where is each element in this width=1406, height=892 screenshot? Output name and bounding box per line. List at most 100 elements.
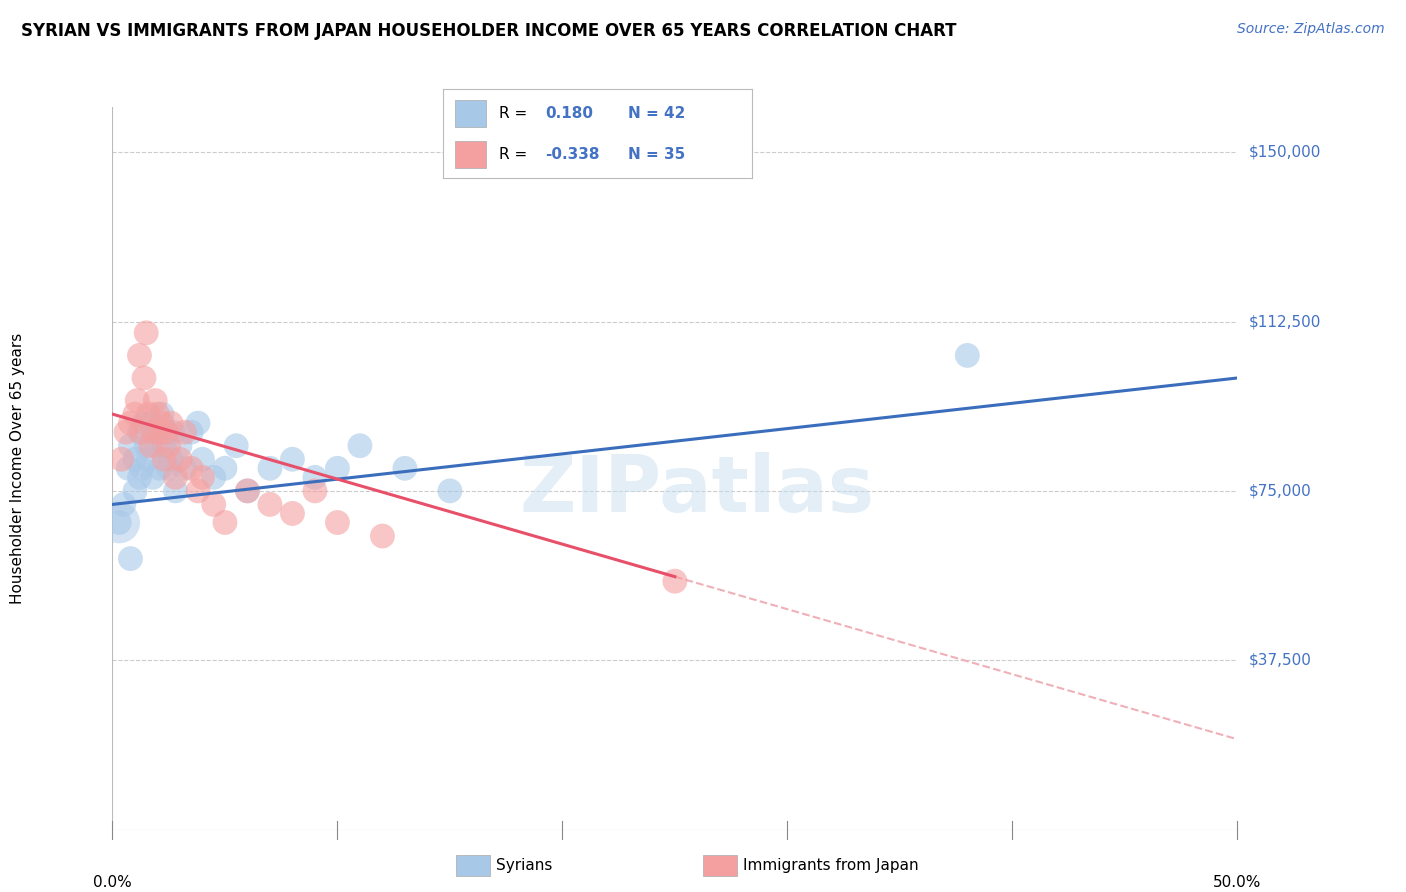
Point: [146, 407, 169, 421]
Point: [155, 425, 177, 439]
Text: Householder Income Over 65 years: Householder Income Over 65 years: [10, 333, 25, 604]
Point: [143, 439, 166, 453]
Point: [131, 425, 153, 439]
Point: [135, 439, 157, 453]
Text: $75,000: $75,000: [1249, 483, 1312, 499]
Point: [135, 326, 157, 340]
Point: [149, 461, 172, 475]
Point: [439, 483, 461, 498]
Point: [124, 483, 146, 498]
Point: [236, 483, 259, 498]
Point: [169, 439, 191, 453]
Point: [149, 425, 172, 439]
Text: $37,500: $37,500: [1249, 653, 1312, 668]
Point: [115, 425, 138, 439]
Point: [150, 416, 173, 430]
Point: [124, 407, 146, 421]
Point: [155, 425, 177, 439]
Point: [131, 461, 153, 475]
Text: N = 42: N = 42: [628, 106, 686, 120]
Point: [187, 416, 209, 430]
FancyBboxPatch shape: [456, 100, 486, 127]
Text: Syrians: Syrians: [496, 858, 553, 872]
Point: [304, 470, 326, 484]
Point: [281, 507, 304, 521]
Point: [169, 452, 191, 467]
Text: $150,000: $150,000: [1249, 145, 1320, 160]
Point: [225, 439, 247, 453]
Point: [304, 483, 326, 498]
Text: Immigrants from Japan: Immigrants from Japan: [744, 858, 920, 872]
Point: [259, 461, 281, 475]
Point: [191, 452, 214, 467]
Point: [108, 516, 131, 530]
Text: ZIPatlas: ZIPatlas: [520, 452, 875, 528]
Point: [138, 407, 160, 421]
Point: [157, 439, 180, 453]
Point: [138, 452, 160, 467]
Point: [132, 371, 155, 385]
Point: [191, 470, 214, 484]
Point: [165, 483, 187, 498]
Point: [160, 416, 183, 430]
FancyBboxPatch shape: [456, 141, 486, 168]
Text: 0.0%: 0.0%: [93, 875, 132, 889]
Point: [120, 416, 142, 430]
Point: [110, 452, 132, 467]
Point: [120, 551, 142, 566]
Point: [117, 461, 139, 475]
Text: N = 35: N = 35: [628, 147, 686, 161]
Point: [142, 470, 165, 484]
Point: [108, 516, 131, 530]
Point: [120, 439, 142, 453]
Point: [236, 483, 259, 498]
Point: [157, 461, 180, 475]
Point: [180, 461, 202, 475]
Text: 0.180: 0.180: [546, 106, 593, 120]
Point: [259, 498, 281, 512]
Point: [139, 439, 162, 453]
Point: [187, 483, 209, 498]
Point: [128, 425, 150, 439]
Point: [132, 416, 155, 430]
Text: R =: R =: [499, 106, 527, 120]
Point: [124, 452, 146, 467]
Point: [127, 393, 149, 408]
FancyBboxPatch shape: [703, 855, 737, 876]
Point: [153, 439, 176, 453]
Point: [128, 348, 150, 362]
Point: [202, 498, 225, 512]
Point: [202, 470, 225, 484]
Point: [214, 461, 236, 475]
Text: 50.0%: 50.0%: [1213, 875, 1261, 889]
Point: [139, 416, 162, 430]
Point: [173, 425, 195, 439]
Point: [112, 498, 135, 512]
Point: [371, 529, 394, 543]
Point: [281, 452, 304, 467]
Point: [214, 516, 236, 530]
Point: [956, 348, 979, 362]
Point: [326, 516, 349, 530]
Point: [349, 439, 371, 453]
Point: [180, 425, 202, 439]
Point: [143, 393, 166, 408]
Point: [128, 470, 150, 484]
Point: [150, 407, 173, 421]
Point: [142, 425, 165, 439]
Point: [165, 470, 187, 484]
Point: [173, 461, 195, 475]
Point: [326, 461, 349, 475]
Point: [394, 461, 416, 475]
Text: $112,500: $112,500: [1249, 314, 1320, 329]
Point: [146, 425, 169, 439]
FancyBboxPatch shape: [456, 855, 489, 876]
Point: [162, 425, 184, 439]
Text: Source: ZipAtlas.com: Source: ZipAtlas.com: [1237, 22, 1385, 37]
Point: [153, 452, 176, 467]
Point: [664, 574, 686, 589]
Text: R =: R =: [499, 147, 527, 161]
Text: SYRIAN VS IMMIGRANTS FROM JAPAN HOUSEHOLDER INCOME OVER 65 YEARS CORRELATION CHA: SYRIAN VS IMMIGRANTS FROM JAPAN HOUSEHOL…: [21, 22, 956, 40]
Text: -0.338: -0.338: [546, 147, 599, 161]
Point: [160, 452, 183, 467]
